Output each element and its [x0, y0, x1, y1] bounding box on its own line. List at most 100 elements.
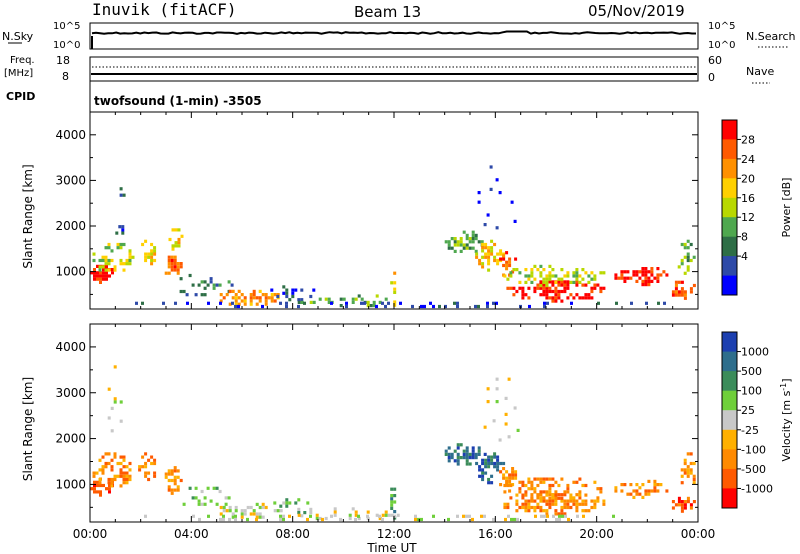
velocity-cell [243, 509, 247, 513]
power-cell [453, 240, 457, 244]
velocity-cell [125, 481, 129, 485]
velocity-cell [563, 499, 567, 503]
power-cell [366, 304, 370, 308]
power-cell [128, 258, 132, 263]
velocity-cell [101, 455, 105, 459]
power-cell [548, 289, 552, 294]
velocity-cell [255, 515, 259, 519]
power-cell [111, 271, 114, 275]
power-cell [237, 296, 241, 300]
power-cell [518, 280, 522, 284]
velocity-cell [138, 468, 142, 472]
velocity-cell [590, 499, 594, 503]
power-cell [487, 252, 491, 256]
velocity-cell [176, 469, 180, 473]
power-cell [264, 293, 268, 297]
velocity-cell [261, 502, 265, 506]
power-cell [162, 301, 165, 305]
velocity-cell [113, 400, 117, 404]
velocity-cell [119, 474, 123, 478]
velocity-cell [554, 480, 558, 484]
velocity-cell [507, 435, 511, 439]
power-cell [101, 265, 105, 269]
power-colorbar-label: 24 [741, 153, 755, 166]
velocity-cell [153, 471, 157, 475]
power-cell [462, 246, 466, 250]
power-cell [641, 267, 645, 271]
velocity-cell [456, 452, 460, 456]
velocity-ytick-label: 3000 [55, 386, 86, 400]
x-tick-label: 00:00 [73, 527, 108, 541]
velocity-cell [279, 509, 283, 513]
velocity-ylabel: Slant Range [km] [21, 377, 35, 481]
velocity-cell [255, 512, 259, 516]
velocity-cell [527, 477, 531, 481]
power-cell [539, 286, 543, 290]
velocity-cell [548, 499, 552, 503]
velocity-cell [505, 479, 509, 483]
velocity-cell [511, 467, 515, 471]
power-cell [475, 252, 479, 256]
power-cell [107, 262, 111, 266]
velocity-cell [533, 509, 537, 513]
velocity-cell [261, 505, 265, 510]
velocity-cell [566, 499, 570, 503]
velocity-cell [554, 493, 558, 497]
power-cell [489, 165, 493, 169]
power-cell [533, 286, 537, 290]
power-cell [689, 242, 693, 247]
power-cell [372, 304, 376, 308]
power-cell [150, 249, 154, 253]
velocity-cell [209, 499, 213, 503]
power-cell [508, 263, 512, 268]
velocity-cell [683, 503, 687, 507]
velocity-cell [576, 514, 579, 518]
velocity-cell [354, 517, 357, 522]
velocity-cell [492, 419, 496, 423]
power-cell [524, 274, 528, 278]
power-cell [671, 293, 675, 297]
power-cell [258, 289, 262, 293]
power-cell [153, 246, 157, 250]
velocity-cell [258, 512, 262, 516]
power-cell [620, 276, 624, 280]
power-colorbar-swatch [722, 236, 737, 257]
power-cell [545, 296, 549, 300]
velocity-cell [584, 483, 588, 488]
power-cell [490, 239, 494, 243]
velocity-cell [566, 505, 570, 510]
velocity-colorbar: 1000 500 100 25 -25 -100 -500 -1000 Velocity [m … [721, 331, 793, 509]
power-cell [560, 280, 564, 284]
velocity-cell [393, 510, 397, 514]
velocity-cell [653, 489, 657, 493]
power-cell [530, 280, 534, 284]
velocity-cell [572, 499, 576, 503]
power-cell [542, 277, 546, 281]
power-cell [99, 280, 102, 284]
velocity-cell [644, 489, 648, 493]
power-cell [261, 304, 264, 309]
velocity-cell [653, 479, 657, 483]
velocity-cell [689, 471, 693, 475]
power-cell [490, 252, 494, 256]
power-cell [105, 264, 108, 268]
velocity-cell [255, 502, 259, 506]
velocity-cell [499, 470, 503, 474]
power-cell [623, 276, 627, 280]
velocity-cell [641, 495, 645, 499]
velocity-cell [225, 509, 229, 513]
velocity-cell [487, 481, 491, 485]
power-cell [614, 273, 618, 277]
power-cell [496, 262, 500, 266]
velocity-cell [243, 512, 247, 516]
power-colorbar-label: 16 [741, 192, 755, 205]
power-colorbar-swatch [722, 178, 737, 199]
velocity-cell [578, 477, 582, 481]
velocity-cell [381, 513, 385, 517]
power-cell [487, 246, 491, 250]
power-cell [453, 249, 457, 253]
velocity-cell [224, 502, 228, 506]
velocity-cell [680, 468, 684, 472]
power-cell [285, 301, 288, 305]
power-colorbar-swatch [722, 139, 737, 160]
